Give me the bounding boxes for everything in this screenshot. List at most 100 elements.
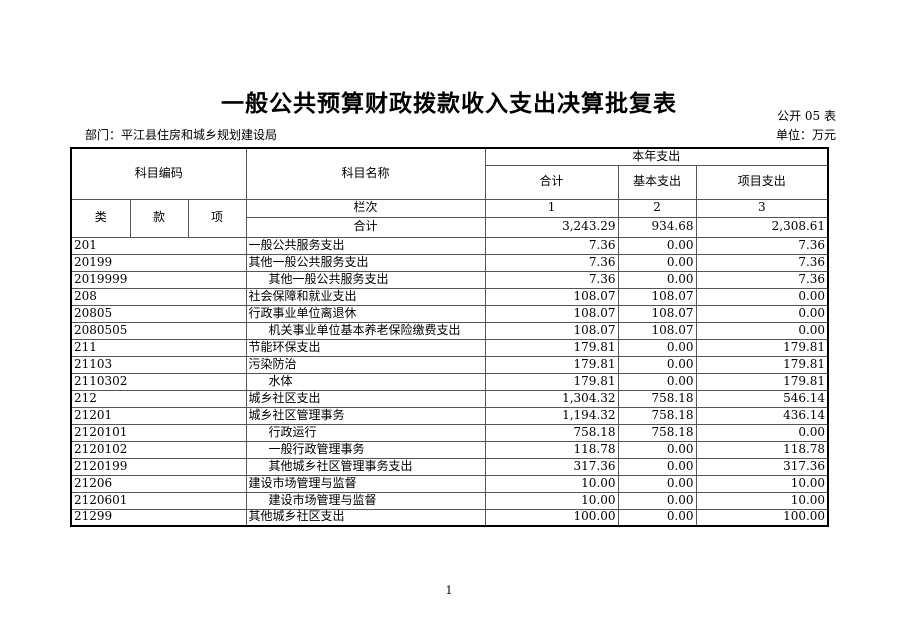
row-total: 118.78 (484, 440, 619, 459)
row-code: 20199 (70, 253, 247, 272)
header-current-year-expenditure: 本年支出 (484, 147, 829, 166)
row-project: 179.81 (695, 372, 829, 391)
row-basic: 0.00 (617, 491, 697, 510)
row-name: 一般行政管理事务 (245, 440, 486, 459)
row-project: 118.78 (695, 440, 829, 459)
page-number: 1 (445, 584, 453, 597)
row-name: 城乡社区管理事务 (245, 406, 486, 425)
row-project: 10.00 (695, 491, 829, 510)
row-code: 208 (70, 287, 247, 306)
row-project: 179.81 (695, 355, 829, 374)
row-project: 0.00 (695, 287, 829, 306)
row-project: 317.36 (695, 457, 829, 476)
row-code: 2019999 (70, 270, 247, 289)
row-code: 2120199 (70, 457, 247, 476)
header-total: 合计 (484, 164, 619, 200)
row-basic: 0.00 (617, 474, 697, 493)
table-body: 201 一般公共服务支出 7.36 0.00 7.36 20199 其他一般公共服务支出 7.… (70, 236, 829, 527)
row-basic: 0.00 (617, 355, 697, 374)
row-basic: 108.07 (617, 287, 697, 306)
header-section: 款 (129, 198, 189, 238)
meta-line: 部门：平江县住房和城乡规划建设局 单位：万元 (85, 126, 836, 143)
budget-table: 科目编码 科目名称 本年支出 合计 基本支出 项目支出 类 款 项 栏次 1 2… (70, 147, 830, 527)
table-row: 20805 行政事业单位离退休 108.07 108.07 0.00 (70, 304, 829, 323)
row-code: 2120102 (70, 440, 247, 459)
header-subject-name: 科目名称 (245, 147, 486, 200)
row-name: 建设市场管理与监督 (245, 491, 486, 510)
page-title: 一般公共预算财政拨款收入支出决算批复表 (221, 91, 677, 117)
row-project: 100.00 (695, 508, 829, 527)
row-project: 546.14 (695, 389, 829, 408)
row-code: 211 (70, 338, 247, 357)
table-row: 211 节能环保支出 179.81 0.00 179.81 (70, 338, 829, 357)
row-total: 7.36 (484, 270, 619, 289)
row-project: 0.00 (695, 423, 829, 442)
row-total: 10.00 (484, 491, 619, 510)
row-name: 水体 (245, 372, 486, 391)
row-name: 机关事业单位基本养老保险缴费支出 (245, 321, 486, 340)
header-column-index: 栏次 (245, 198, 486, 218)
row-total: 108.07 (484, 304, 619, 323)
header-class: 类 (70, 198, 131, 238)
row-total: 7.36 (484, 236, 619, 255)
row-name: 行政事业单位离退休 (245, 304, 486, 323)
table-row: 2120102 一般行政管理事务 118.78 0.00 118.78 (70, 440, 829, 459)
row-name: 污染防治 (245, 355, 486, 374)
summary-label: 合计 (245, 216, 486, 238)
row-name: 节能环保支出 (245, 338, 486, 357)
row-basic: 0.00 (617, 236, 697, 255)
row-total: 758.18 (484, 423, 619, 442)
summary-total: 3,243.29 (484, 216, 619, 238)
row-code: 21103 (70, 355, 247, 374)
row-total: 7.36 (484, 253, 619, 272)
row-project: 7.36 (695, 236, 829, 255)
row-total: 179.81 (484, 372, 619, 391)
row-name: 建设市场管理与监督 (245, 474, 486, 493)
table-row: 208 社会保障和就业支出 108.07 108.07 0.00 (70, 287, 829, 306)
table-row: 21299 其他城乡社区支出 100.00 0.00 100.00 (70, 508, 829, 527)
row-name: 一般公共服务支出 (245, 236, 486, 255)
table-row: 21206 建设市场管理与监督 10.00 0.00 10.00 (70, 474, 829, 493)
row-project: 179.81 (695, 338, 829, 357)
header-col-3: 3 (695, 198, 829, 218)
row-name: 社会保障和就业支出 (245, 287, 486, 306)
summary-project: 2,308.61 (695, 216, 829, 238)
summary-basic: 934.68 (617, 216, 697, 238)
row-total: 317.36 (484, 457, 619, 476)
table-row: 2120601 建设市场管理与监督 10.00 0.00 10.00 (70, 491, 829, 510)
row-total: 1,194.32 (484, 406, 619, 425)
table-row: 21103 污染防治 179.81 0.00 179.81 (70, 355, 829, 374)
table-row: 20199 其他一般公共服务支出 7.36 0.00 7.36 (70, 253, 829, 272)
table-row: 212 城乡社区支出 1,304.32 758.18 546.14 (70, 389, 829, 408)
row-total: 108.07 (484, 321, 619, 340)
row-basic: 758.18 (617, 389, 697, 408)
row-basic: 0.00 (617, 338, 697, 357)
row-code: 212 (70, 389, 247, 408)
row-project: 0.00 (695, 321, 829, 340)
row-name: 其他一般公共服务支出 (245, 253, 486, 272)
row-code: 2120601 (70, 491, 247, 510)
row-basic: 758.18 (617, 406, 697, 425)
row-name: 行政运行 (245, 423, 486, 442)
row-code: 21206 (70, 474, 247, 493)
table-row: 2120199 其他城乡社区管理事务支出 317.36 0.00 317.36 (70, 457, 829, 476)
row-code: 2110302 (70, 372, 247, 391)
header-row-2: 合计 基本支出 项目支出 (71, 164, 829, 200)
row-total: 179.81 (484, 338, 619, 357)
row-basic: 108.07 (617, 304, 697, 323)
row-basic: 0.00 (617, 270, 697, 289)
row-basic: 0.00 (617, 440, 697, 459)
header-item: 项 (187, 198, 247, 238)
row-basic: 108.07 (617, 321, 697, 340)
row-project: 7.36 (695, 270, 829, 289)
row-basic: 0.00 (617, 372, 697, 391)
header-project-expenditure: 项目支出 (695, 164, 829, 200)
row-basic: 0.00 (617, 457, 697, 476)
table-number-label: 公开 05 表 (777, 109, 836, 123)
table-row: 21201 城乡社区管理事务 1,194.32 758.18 436.14 (70, 406, 829, 425)
department-label: 部门：平江县住房和城乡规划建设局 (85, 128, 278, 142)
row-project: 10.00 (695, 474, 829, 493)
header-row-1: 科目编码 科目名称 本年支出 (70, 147, 829, 200)
table-row: 2019999 其他一般公共服务支出 7.36 0.00 7.36 (70, 270, 829, 289)
